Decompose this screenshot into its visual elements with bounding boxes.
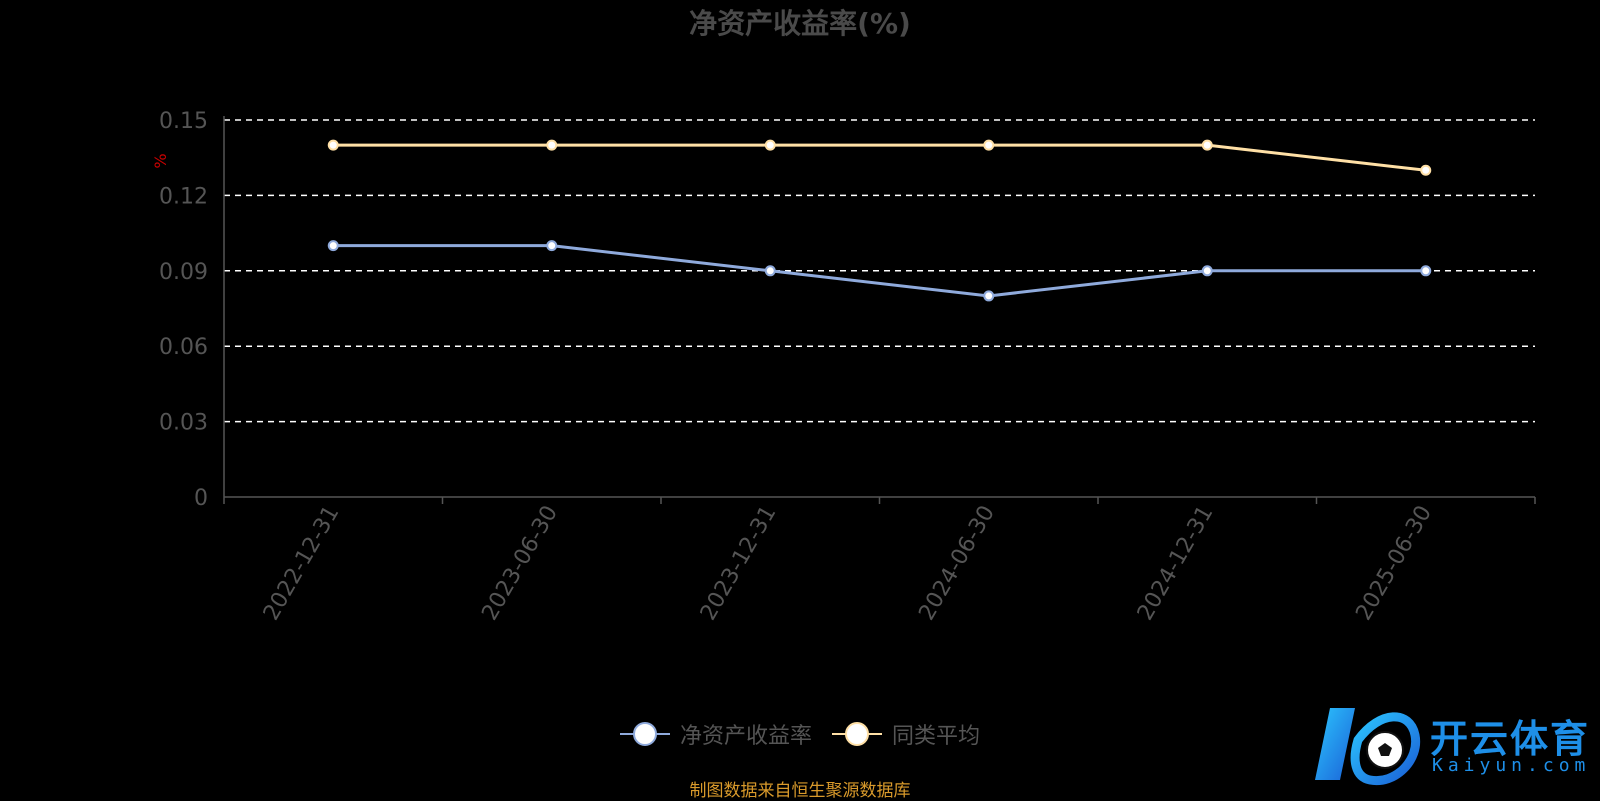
data-point: [327, 240, 339, 252]
legend-roe-label: 净资产收益率: [679, 724, 812, 749]
data-point: [1201, 139, 1213, 151]
y-tick-label: 0.03: [159, 411, 208, 436]
source-note: 制图数据来自恒生聚源数据库: [689, 781, 911, 801]
data-point: [546, 139, 558, 151]
series-group: [327, 139, 1432, 302]
series-line-1: [333, 143, 1426, 172]
logo-brand-text: 开云体育: [1430, 717, 1591, 761]
series-line-0: [333, 244, 1426, 298]
legend-item-roe[interactable]: 净资产收益率: [619, 718, 812, 750]
legend-peer-label: 同类平均: [892, 724, 981, 749]
x-tick-label: 2022-12-31: [259, 502, 345, 625]
axes: [223, 116, 1536, 504]
y-tick-label: 0.15: [159, 109, 208, 134]
data-point: [546, 240, 558, 252]
data-point: [1420, 265, 1432, 277]
data-point: [764, 265, 776, 277]
y-tick-label: 0.06: [159, 335, 208, 360]
x-tick-label: 2024-06-30: [914, 502, 1000, 625]
y-tick-label: 0.12: [159, 184, 208, 209]
logo-domain-text: Kaiyun.com: [1432, 755, 1591, 776]
x-tick-label: 2024-12-31: [1133, 502, 1219, 625]
data-point: [1201, 265, 1213, 277]
data-point: [327, 139, 339, 151]
legend-roe-swatch: [619, 721, 670, 747]
chart-title: 净资产收益率(%): [689, 7, 911, 40]
data-point: [764, 139, 776, 151]
y-axis-label: %: [151, 153, 170, 168]
legend-peer-swatch: [832, 721, 882, 747]
legend: 净资产收益率 同类平均: [0, 718, 1600, 750]
kaiyun-logo-icon: [1315, 708, 1421, 786]
y-tick-label: 0.09: [159, 260, 208, 285]
x-tick-labels: 2022-12-31 2023-06-30 2023-12-31 2024-06-30…: [259, 502, 1437, 625]
x-tick-label: 2025-06-30: [1351, 502, 1437, 625]
data-point: [983, 290, 995, 302]
x-tick-label: 2023-06-30: [477, 502, 563, 625]
data-point: [1420, 164, 1432, 176]
legend-item-peer-average[interactable]: 同类平均: [832, 718, 980, 750]
y-tick-label: 0: [194, 486, 208, 511]
x-tick-label: 2023-12-31: [696, 502, 782, 625]
data-point: [983, 139, 995, 151]
y-tick-labels: 0 0.03 0.06 0.09 0.12 0.15: [159, 109, 208, 511]
